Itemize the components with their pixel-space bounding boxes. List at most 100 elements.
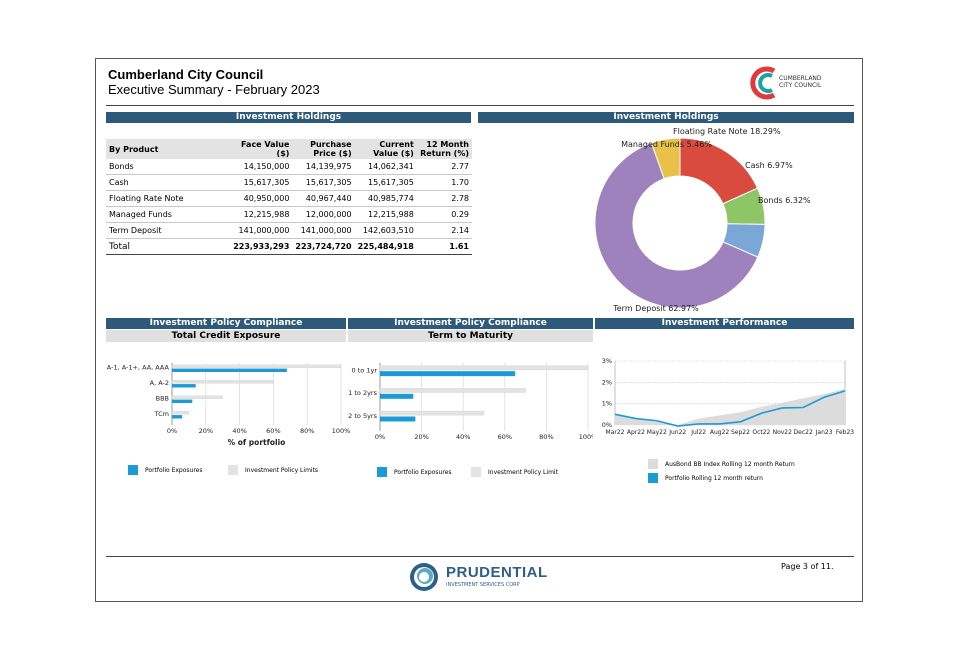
tick-label: 80% xyxy=(539,433,553,441)
maturity-legend-limit: Investment Policy Limit xyxy=(471,467,558,477)
holdings-row: Bonds 14,150,000 14,139,975 14,062,341 2.77 xyxy=(106,159,472,175)
credit-exposure-chart: 0% 20% 40% 60% 80% 100% A-1, A-1+, AA, AAA A, A… xyxy=(107,363,351,447)
holdings-value: 40,985,774 xyxy=(354,190,417,207)
page-number: Page 3 of 11. xyxy=(781,562,834,571)
council-name: Cumberland City Council xyxy=(108,67,264,82)
month-label: May22 xyxy=(647,429,667,436)
month-label: Jul22 xyxy=(690,429,706,436)
holdings-value: 141,000,000 xyxy=(228,222,293,239)
tick-label: 0% xyxy=(167,427,177,435)
maturity-legend-portfolio: Portfolio Exposures xyxy=(377,467,452,477)
tick-label: 60% xyxy=(266,427,280,435)
month-label: Feb23 xyxy=(836,429,854,436)
category-label: 2 to 5yrs xyxy=(348,412,377,420)
prudential-logo-icon xyxy=(410,563,438,591)
tick-label: 1% xyxy=(602,400,612,408)
term-to-maturity-subtitle: Term to Maturity xyxy=(348,330,593,342)
pie-label: Term Deposit 62.97% xyxy=(612,304,699,313)
pie-label: Bonds 6.32% xyxy=(758,196,811,205)
council-logo: CUMBERLAND CITY COUNCIL xyxy=(746,63,856,103)
tick-label: 100% xyxy=(332,427,351,435)
product-name: Bonds xyxy=(106,159,229,175)
col-12-month-return: 12 Month Return (%) xyxy=(416,139,472,159)
month-label: Apr22 xyxy=(627,429,645,436)
month-label: Sep22 xyxy=(731,429,750,436)
holdings-value: 40,967,440 xyxy=(292,190,355,207)
holdings-row: Term Deposit 141,000,000 141,000,000 142,60… xyxy=(106,222,472,239)
holdings-value: 15,617,305 xyxy=(292,174,355,191)
product-name: Managed Funds xyxy=(106,206,229,223)
credit-legend-portfolio: Portfolio Exposures xyxy=(128,465,203,475)
header-divider xyxy=(106,105,854,106)
brand-tagline: INVESTMENT SERVICES CORP xyxy=(446,582,520,588)
holdings-row: Managed Funds 12,215,988 12,000,000 12,215,… xyxy=(106,206,472,223)
col-by-product: By Product xyxy=(106,139,229,159)
credit-legend-limit: Investment Policy Limits xyxy=(228,465,318,475)
axis-title: % of portfolio xyxy=(228,438,286,447)
holdings-table: By Product Face Value ($) Purchase Price… xyxy=(106,139,472,255)
legend-swatch xyxy=(228,465,238,475)
holdings-value: 12,215,988 xyxy=(228,206,293,223)
limit-bar xyxy=(379,410,485,416)
exposure-bar xyxy=(380,371,516,377)
holdings-value: 14,139,975 xyxy=(292,159,355,175)
holdings-value: 15,617,305 xyxy=(228,174,293,191)
tick-label: 40% xyxy=(456,433,470,441)
footer-divider xyxy=(106,556,854,557)
exposure-bar xyxy=(172,399,193,403)
category-label: A, A-2 xyxy=(150,379,169,387)
total-value: 223,724,720 xyxy=(292,238,355,255)
month-label: Nov22 xyxy=(773,429,793,436)
legend-swatch xyxy=(128,465,138,475)
exposure-bar xyxy=(172,368,287,372)
limit-bar xyxy=(379,388,526,393)
month-label: Jan23 xyxy=(815,429,833,436)
tick-label: 20% xyxy=(199,427,213,435)
legend-swatch xyxy=(471,467,481,477)
perf-legend-portfolio: Portfolio Rolling 12 month return xyxy=(648,473,763,483)
pie-label: Managed Funds 5.46% xyxy=(621,140,712,149)
report-page: Cumberland City Council Executive Summar… xyxy=(95,58,863,602)
legend-swatch xyxy=(377,467,387,477)
tick-label: 100% xyxy=(579,433,593,441)
total-value: 1.61 xyxy=(416,238,472,255)
index-area xyxy=(615,388,845,425)
perf-legend-index: AusBond BB Index Rolling 12 month Return xyxy=(648,459,795,469)
month-label: Aug22 xyxy=(710,429,730,436)
holdings-value: 0.29 xyxy=(416,206,472,223)
exposure-bar xyxy=(172,415,183,419)
brand-name: PRUDENTIAL xyxy=(446,564,548,581)
performance-header: Investment Performance xyxy=(595,318,854,329)
total-label: Total xyxy=(106,238,229,255)
product-name: Cash xyxy=(106,174,229,191)
holdings-value: 2.14 xyxy=(416,222,472,239)
month-label: Mar22 xyxy=(606,429,625,436)
limit-bar xyxy=(171,411,190,415)
tick-label: 80% xyxy=(300,427,314,435)
term-maturity-chart: 0% 20% 40% 60% 80% 100% 0 to 1yr 1 to 2yrs 2 to … xyxy=(348,363,593,441)
category-label: 1 to 2yrs xyxy=(348,389,377,397)
legend-swatch xyxy=(648,473,658,483)
holdings-value: 15,617,305 xyxy=(354,174,417,191)
holdings-value: 14,150,000 xyxy=(228,159,293,175)
pie-label: Cash 6.97% xyxy=(745,161,793,170)
month-label: Oct22 xyxy=(752,429,770,436)
category-label: A-1, A-1+, AA, AAA xyxy=(107,364,170,372)
holdings-total-row: Total 223,933,293 223,724,720 225,484,918 1.… xyxy=(106,238,472,255)
col-purchase-price: Purchase Price ($) xyxy=(292,139,355,159)
category-label: BBB xyxy=(156,395,169,403)
legend-swatch xyxy=(648,459,658,469)
tick-label: 0% xyxy=(602,421,612,429)
limit-bar xyxy=(171,364,342,368)
total-value: 223,933,293 xyxy=(228,238,293,255)
holdings-pie-chart: Floating Rate Note 18.29% Cash 6.97% Bonds… xyxy=(594,127,811,313)
month-label: Jun22 xyxy=(668,429,686,436)
holdings-value: 12,215,988 xyxy=(354,206,417,223)
holdings-table-header: Investment Holdings xyxy=(106,112,471,123)
pie-label: Floating Rate Note 18.29% xyxy=(673,127,781,136)
product-name: Floating Rate Note xyxy=(106,190,229,207)
product-name: Term Deposit xyxy=(106,222,229,239)
total-value: 225,484,918 xyxy=(354,238,417,255)
holdings-pie-header: Investment Holdings xyxy=(478,112,854,123)
council-logo-icon xyxy=(750,66,776,100)
